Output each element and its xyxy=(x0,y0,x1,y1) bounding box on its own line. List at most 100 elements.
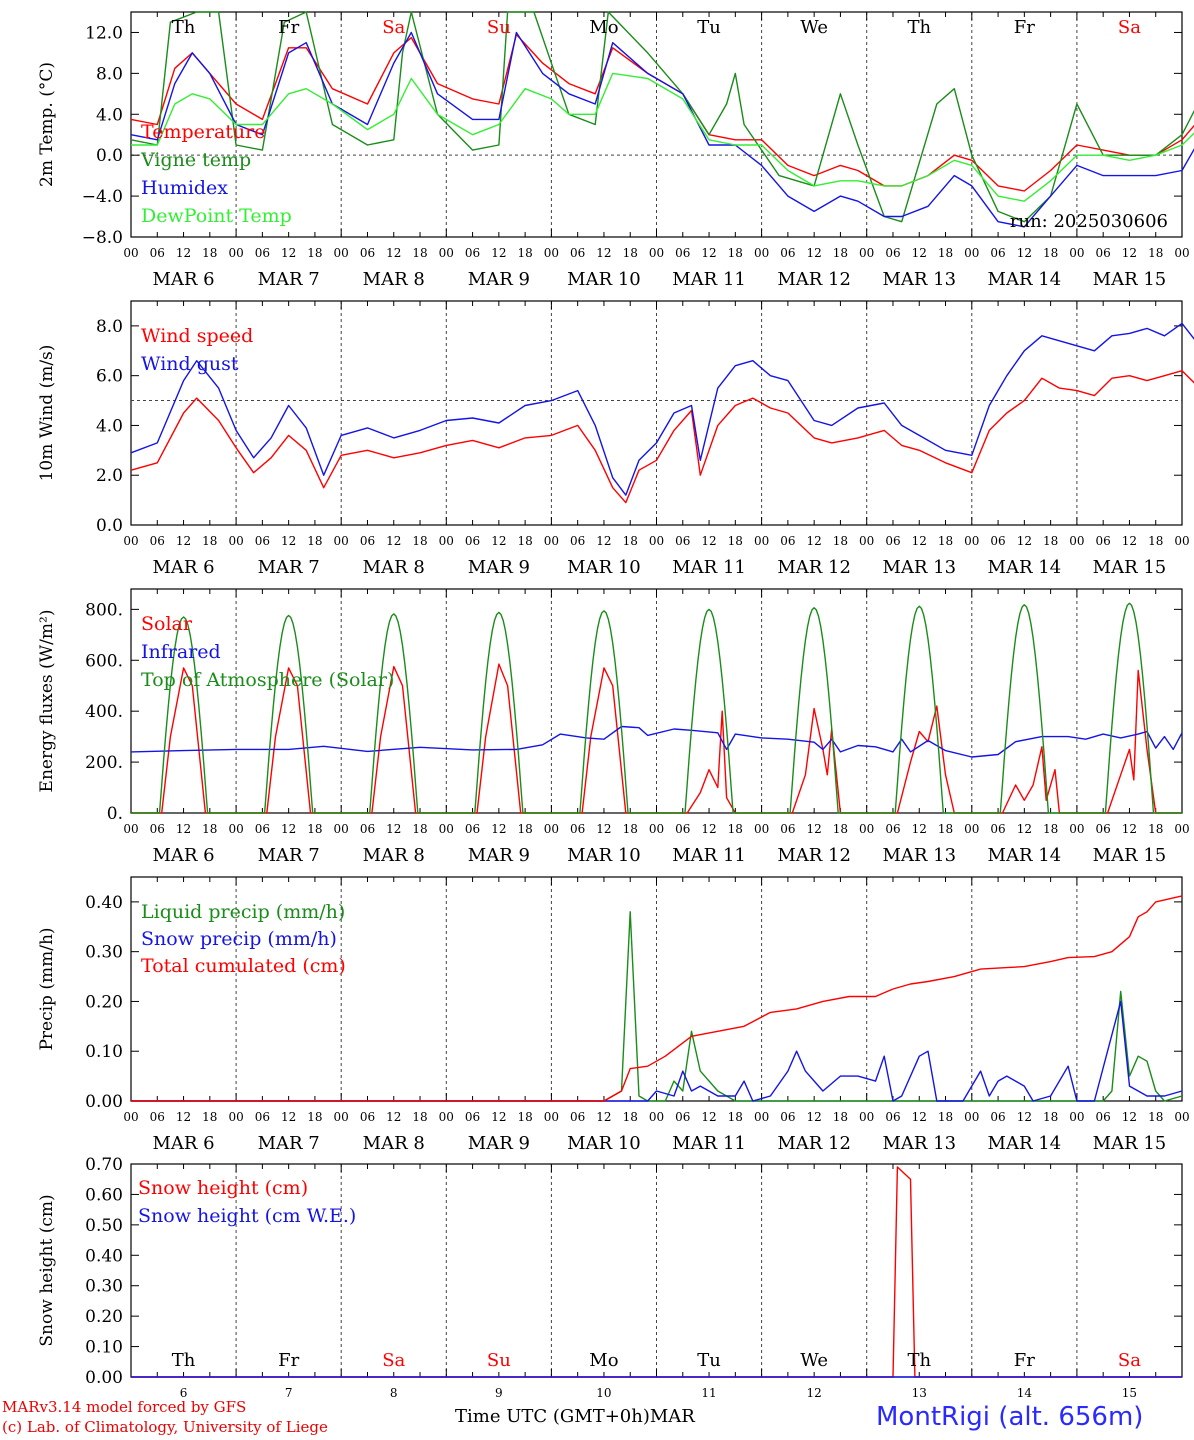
hour-tick-label: 00 xyxy=(123,1110,138,1124)
hour-tick-label: 06 xyxy=(255,822,270,836)
hour-tick-label: 06 xyxy=(885,822,900,836)
date-label: MAR 7 xyxy=(258,557,320,578)
hour-tick-label: 06 xyxy=(465,822,480,836)
y-axis-label: Snow height (cm) xyxy=(37,1194,57,1346)
plot-frame xyxy=(130,11,1183,238)
legend-entry: Wind speed xyxy=(141,325,253,347)
date-label: MAR 13 xyxy=(882,845,956,866)
hour-tick-label: 18 xyxy=(517,246,532,260)
hour-tick-label: 18 xyxy=(833,534,848,548)
hour-tick-label: 12 xyxy=(1122,822,1137,836)
hour-tick-label: 18 xyxy=(412,534,427,548)
day-number-label: 7 xyxy=(285,1386,293,1400)
hour-tick-label: 00 xyxy=(544,246,559,260)
date-label: MAR 14 xyxy=(988,269,1062,290)
day-number-label: 11 xyxy=(701,1386,716,1400)
hour-tick-label: 12 xyxy=(807,822,822,836)
y-tick-label: 0.20 xyxy=(85,1307,123,1327)
series-line-dewpoint-temp xyxy=(131,72,1194,202)
hour-tick-label: 06 xyxy=(255,1110,270,1124)
hour-tick-label: 06 xyxy=(885,534,900,548)
hour-tick-label: 18 xyxy=(202,822,217,836)
hour-tick-label: 00 xyxy=(544,534,559,548)
panel-temperature xyxy=(130,11,1194,238)
date-label: MAR 9 xyxy=(468,845,530,866)
hour-tick-label: 06 xyxy=(780,534,795,548)
hour-tick-label: 12 xyxy=(176,1110,191,1124)
lab-credit: (c) Lab. of Climatology, University of L… xyxy=(2,1418,328,1436)
y-tick-label: −8.0 xyxy=(82,228,123,248)
date-label: MAR 15 xyxy=(1093,845,1167,866)
series-line-temperature xyxy=(130,33,1194,192)
hour-tick-label: 06 xyxy=(780,1110,795,1124)
y-tick-label: −4.0 xyxy=(82,187,123,207)
date-label: MAR 9 xyxy=(468,269,530,290)
hour-tick-label: 00 xyxy=(439,1110,454,1124)
hour-tick-label: 18 xyxy=(307,822,322,836)
date-label: MAR 10 xyxy=(567,557,641,578)
hour-tick-label: 00 xyxy=(859,534,874,548)
hour-tick-label: 06 xyxy=(990,1110,1005,1124)
hour-tick-label: 00 xyxy=(334,822,349,836)
hour-tick-label: 12 xyxy=(1122,246,1137,260)
y-tick-label: 0.0 xyxy=(96,516,123,536)
date-label: MAR 6 xyxy=(152,269,214,290)
day-number-label: 14 xyxy=(1017,1386,1033,1400)
hour-tick-label: 18 xyxy=(623,246,638,260)
hour-tick-label: 06 xyxy=(780,246,795,260)
legend-entry: Top of Atmosphere (Solar) xyxy=(141,669,394,691)
date-label: MAR 6 xyxy=(152,557,214,578)
series-line-snow-precip-mm-h- xyxy=(131,1000,1183,1102)
legend-entry: Snow height (cm W.E.) xyxy=(138,1205,356,1227)
hour-tick-label: 06 xyxy=(150,822,165,836)
date-label: MAR 8 xyxy=(363,1133,425,1154)
hour-tick-label: 18 xyxy=(1043,246,1058,260)
hour-tick-label: 12 xyxy=(176,534,191,548)
hour-tick-label: 18 xyxy=(202,534,217,548)
date-label: MAR 12 xyxy=(777,845,851,866)
series-line-humidex xyxy=(130,31,1194,228)
legend-entry: Vigne temp xyxy=(140,149,251,171)
hour-tick-label: 00 xyxy=(228,534,243,548)
date-label: MAR 8 xyxy=(363,845,425,866)
hour-tick-label: 18 xyxy=(623,534,638,548)
series-line-liquid-precip-mm-h- xyxy=(131,911,1183,1102)
hour-tick-label: 00 xyxy=(544,822,559,836)
legend-entry: Snow height (cm) xyxy=(138,1177,308,1199)
hour-tick-label: 00 xyxy=(439,534,454,548)
hour-tick-label: 00 xyxy=(123,822,138,836)
date-label: MAR 6 xyxy=(152,845,214,866)
hour-tick-label: 12 xyxy=(491,1110,506,1124)
hour-tick-label: 18 xyxy=(307,534,322,548)
date-label: MAR 9 xyxy=(468,557,530,578)
hour-tick-label: 00 xyxy=(1174,246,1189,260)
legend-entry: Total cumulated (cm) xyxy=(141,955,346,977)
hour-tick-label: 12 xyxy=(701,534,716,548)
hour-tick-label: 06 xyxy=(675,1110,690,1124)
hour-tick-label: 00 xyxy=(334,1110,349,1124)
hour-tick-label: 12 xyxy=(1017,822,1032,836)
hour-tick-label: 06 xyxy=(1096,822,1111,836)
y-tick-label: 0.60 xyxy=(85,1185,123,1205)
y-tick-label: 4.0 xyxy=(96,105,123,125)
weekday-label: Th xyxy=(172,1350,196,1371)
hour-tick-label: 00 xyxy=(228,822,243,836)
hour-tick-label: 18 xyxy=(938,822,953,836)
hour-tick-label: 18 xyxy=(412,246,427,260)
hour-tick-label: 12 xyxy=(1122,534,1137,548)
hour-tick-label: 06 xyxy=(1096,246,1111,260)
y-tick-label: 0.50 xyxy=(85,1216,123,1236)
hour-tick-label: 12 xyxy=(281,246,296,260)
y-tick-label: 12.0 xyxy=(85,23,123,43)
model-credit: MARv3.14 model forced by GFS xyxy=(2,1398,247,1416)
date-label: MAR 11 xyxy=(672,557,746,578)
date-label: MAR 12 xyxy=(777,1133,851,1154)
date-label: MAR 15 xyxy=(1093,557,1167,578)
hour-tick-label: 18 xyxy=(1043,1110,1058,1124)
legend-entry: Humidex xyxy=(141,177,228,199)
hour-tick-label: 12 xyxy=(386,246,401,260)
hour-tick-label: 06 xyxy=(465,246,480,260)
panel-precip xyxy=(130,876,1183,1102)
hour-tick-label: 18 xyxy=(517,1110,532,1124)
